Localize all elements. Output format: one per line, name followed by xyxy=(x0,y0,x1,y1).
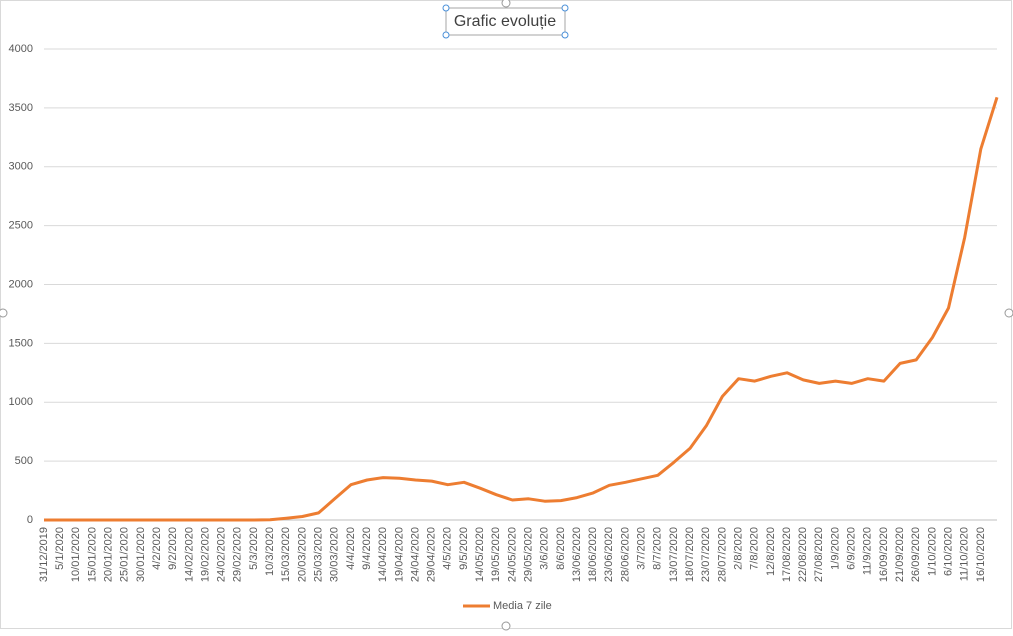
x-tick-label: 24/05/2020 xyxy=(506,527,518,582)
x-tick-label: 9/4/2020 xyxy=(361,527,373,570)
x-tick-label: 19/05/2020 xyxy=(490,527,502,582)
x-tick-label: 14/05/2020 xyxy=(474,527,486,582)
y-tick-label: 1000 xyxy=(9,396,33,408)
x-tick-label: 14/02/2020 xyxy=(183,527,195,582)
x-tick-label: 29/02/2020 xyxy=(232,527,244,582)
x-tick-label: 9/5/2020 xyxy=(458,527,470,570)
x-tick-label: 1/10/2020 xyxy=(926,527,938,576)
x-tick-label: 26/09/2020 xyxy=(910,527,922,582)
title-box xyxy=(445,7,566,36)
x-tick-label: 19/02/2020 xyxy=(199,527,211,582)
x-tick-label: 8/6/2020 xyxy=(555,527,567,570)
x-tick-label: 18/06/2020 xyxy=(587,527,599,582)
x-tick-label: 10/3/2020 xyxy=(264,527,276,576)
y-tick-label: 500 xyxy=(15,455,33,467)
x-tick-label: 18/07/2020 xyxy=(684,527,696,582)
y-tick-label: 3000 xyxy=(9,161,33,173)
x-tick-label: 4/2/2020 xyxy=(151,527,163,570)
x-tick-label: 25/01/2020 xyxy=(119,527,131,582)
x-tick-label: 30/01/2020 xyxy=(135,527,147,582)
x-tick-label: 28/06/2020 xyxy=(619,527,631,582)
x-tick-label: 12/8/2020 xyxy=(765,527,777,576)
x-tick-label: 29/04/2020 xyxy=(426,527,438,582)
x-tick-label: 17/08/2020 xyxy=(781,527,793,582)
x-tick-label: 10/01/2020 xyxy=(70,527,82,582)
x-tick-label: 24/04/2020 xyxy=(409,527,421,582)
x-tick-label: 7/8/2020 xyxy=(749,527,761,570)
x-tick-label: 2/8/2020 xyxy=(732,527,744,570)
x-tick-label: 5/1/2020 xyxy=(54,527,66,570)
x-tick-label: 31/12/2019 xyxy=(38,527,50,582)
x-tick-label: 3/6/2020 xyxy=(539,527,551,570)
x-tick-label: 15/03/2020 xyxy=(280,527,292,582)
x-tick-label: 6/9/2020 xyxy=(846,527,858,570)
x-tick-label: 16/10/2020 xyxy=(975,527,987,582)
x-tick-label: 8/7/2020 xyxy=(652,527,664,570)
x-tick-label: 11/9/2020 xyxy=(862,527,874,575)
x-tick-label: 11/10/2020 xyxy=(959,527,971,581)
x-tick-label: 25/03/2020 xyxy=(312,527,324,582)
selection-handles xyxy=(442,4,569,39)
y-tick-label: 2000 xyxy=(9,278,33,290)
x-tick-label: 29/05/2020 xyxy=(522,527,534,582)
legend-label: Media 7 zile xyxy=(493,600,552,612)
y-tick-label: 3500 xyxy=(9,102,33,114)
x-tick-label: 5/3/2020 xyxy=(248,527,260,570)
x-tick-label: 23/07/2020 xyxy=(700,527,712,582)
x-tick-label: 28/07/2020 xyxy=(716,527,728,582)
x-tick-label: 27/08/2020 xyxy=(813,527,825,582)
x-tick-label: 19/04/2020 xyxy=(393,527,405,582)
x-tick-label: 22/08/2020 xyxy=(797,527,809,582)
x-tick-label: 13/07/2020 xyxy=(668,527,680,582)
x-tick-label: 24/02/2020 xyxy=(216,527,228,582)
series-line xyxy=(44,96,999,522)
x-tick-label: 30/03/2020 xyxy=(329,527,341,582)
y-tick-label: 4000 xyxy=(9,43,33,55)
chart-title: Grafic evoluție xyxy=(454,13,556,30)
x-tick-label: 23/06/2020 xyxy=(603,527,615,582)
x-tick-label: 4/5/2020 xyxy=(442,527,454,570)
x-tick-label: 6/10/2020 xyxy=(942,527,954,576)
x-tick-label: 20/03/2020 xyxy=(296,527,308,582)
y-tick-label: 0 xyxy=(27,514,33,526)
y-tick-label: 1500 xyxy=(9,337,33,349)
x-tick-label: 20/01/2020 xyxy=(103,527,115,582)
x-tick-label: 21/09/2020 xyxy=(894,527,906,582)
x-tick-label: 15/01/2020 xyxy=(86,527,98,582)
x-tick-label: 16/09/2020 xyxy=(878,527,890,582)
x-tick-label: 1/9/2020 xyxy=(829,527,841,570)
x-tick-label: 9/2/2020 xyxy=(167,527,179,570)
x-tick-label: 13/06/2020 xyxy=(571,527,583,582)
x-tick-label: 4/4/2020 xyxy=(345,527,357,570)
x-tick-label: 3/7/2020 xyxy=(636,527,648,570)
y-tick-label: 2500 xyxy=(9,220,33,232)
x-tick-label: 14/04/2020 xyxy=(377,527,389,582)
